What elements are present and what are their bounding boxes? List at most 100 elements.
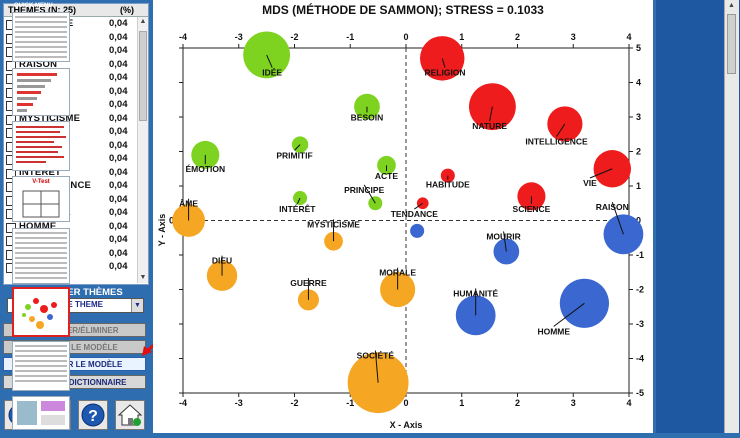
point-label: BESOIN [351, 112, 384, 122]
checkbox[interactable] [6, 114, 16, 125]
x-tick-label: 1 [459, 32, 464, 42]
point-leader-line [489, 106, 493, 122]
theme-percent: 0,04 [109, 234, 128, 245]
y-tick-label: 4 [636, 78, 641, 88]
x-tick-label: 2 [515, 32, 520, 42]
thumbnail-table-2[interactable] [12, 228, 70, 284]
x-tick-label: 1 [459, 398, 464, 408]
y-tick-label: -3 [636, 319, 644, 329]
theme-list-scrollbar[interactable]: ▲ ▼ [137, 17, 148, 283]
scrollbar-thumb[interactable] [139, 31, 147, 121]
theme-percent: 0,04 [109, 166, 128, 178]
point-label: SCIENCE [513, 204, 551, 214]
point-leader-line [556, 123, 566, 137]
point-leader-line [414, 202, 424, 210]
x-tick-label: -3 [235, 398, 243, 408]
scroll-up-arrow-icon[interactable]: ▲ [139, 18, 147, 25]
list-item[interactable]: INTÉRÊT 0,04 [4, 167, 138, 180]
thumbnail-table-1[interactable] [12, 12, 70, 62]
y-tick-label: 0 [169, 216, 174, 226]
theme-percent: 0,04 [109, 72, 128, 83]
theme-percent: 0,04 [109, 58, 128, 70]
y-tick-label: 5 [636, 43, 641, 53]
quick-menu-scrollbar[interactable]: ▲ [724, 0, 739, 433]
point-leader-line [503, 231, 507, 252]
point-label: SOCIÉTÉ [357, 351, 395, 361]
checkbox[interactable] [6, 60, 16, 71]
x-tick-label: 4 [626, 32, 631, 42]
point-label: MYSTICISME [307, 219, 360, 229]
theme-label: INTÉRÊT [19, 166, 62, 178]
point-leader-line [611, 201, 624, 235]
thumbnail-table-3[interactable] [12, 341, 70, 391]
list-item[interactable]: RAISON 0,04 [4, 59, 138, 72]
chevron-down-icon[interactable]: ▼ [131, 299, 143, 312]
point-leader-line [374, 350, 379, 383]
scroll-down-arrow-icon[interactable]: ▼ [139, 274, 147, 281]
scrollbar-thumb[interactable] [727, 14, 736, 74]
point-label: MOURIR [486, 231, 520, 241]
theme-label: HOMME [19, 220, 57, 232]
point-leader-line [589, 168, 613, 179]
theme-percent: 0,04 [109, 220, 128, 232]
y-tick-label: 3 [636, 112, 641, 122]
home-button[interactable] [115, 400, 145, 430]
point-label: TENDANCE [391, 209, 439, 219]
point-label: HUMANITÉ [453, 288, 498, 298]
point-label: ÉMOTION [185, 164, 225, 174]
point-label: PRINCIPE [344, 185, 384, 195]
thumbnail-vtest[interactable]: V-Test [12, 176, 70, 222]
point-label: HABITUDE [426, 180, 470, 190]
point-leader-line [266, 54, 273, 68]
help-icon: ? [81, 403, 105, 427]
point-label: MORALE [379, 268, 416, 278]
theme-percent: 0,04 [109, 31, 128, 43]
help-button[interactable]: ? [78, 400, 108, 430]
point-leader-line [294, 144, 301, 151]
thumbnail-bar-chart[interactable] [12, 68, 70, 116]
theme-percent: 0,04 [109, 112, 128, 124]
point-leader-line [296, 197, 301, 205]
point-label: RAISON [596, 202, 629, 212]
point-label: INTÉRÊT [279, 203, 316, 214]
thumbnail-image[interactable] [12, 396, 70, 430]
y-tick-label: -1 [636, 250, 644, 260]
scroll-up-arrow-icon[interactable]: ▲ [728, 2, 735, 9]
theme-percent: 0,04 [109, 139, 128, 151]
y-tick-label: -2 [636, 285, 644, 295]
y-tick-label: -5 [636, 388, 644, 398]
chart-title: MDS (MÉTHODE DE SAMMON); STRESS = 0.1033 [262, 2, 544, 17]
x-tick-label: 0 [403, 32, 408, 42]
theme-percent: 0,04 [109, 99, 128, 110]
point-label: VIE [583, 178, 597, 188]
theme-percent: 0,04 [109, 180, 128, 191]
theme-percent: 0,04 [109, 126, 128, 137]
y-axis-label: Y - Axis [157, 214, 167, 247]
chart-svg: MDS (MÉTHODE DE SAMMON); STRESS = 0.1033… [157, 2, 644, 430]
svg-text:?: ? [88, 408, 98, 425]
y-tick-label: 0 [636, 216, 641, 226]
point-leader-line [363, 184, 376, 204]
y-tick-label: 1 [636, 181, 641, 191]
point-label: ÂME [179, 198, 198, 209]
theme-percent: 0,04 [109, 153, 128, 164]
point-label: DIEU [212, 256, 232, 266]
thumbnail-vtest-label: V-Test [32, 179, 50, 185]
theme-label: MYSTICISME [19, 112, 81, 124]
y-tick-label: -4 [636, 354, 644, 364]
x-tick-label: 2 [515, 398, 520, 408]
list-item[interactable]: HOMME 0,04 [4, 221, 138, 234]
x-tick-label: -1 [346, 398, 354, 408]
theme-list-header-pct: (%) [120, 5, 134, 15]
list-item[interactable]: MYSTICISME 0,04 [4, 113, 138, 126]
x-tick-label: 0 [403, 398, 408, 408]
theme-percent: 0,04 [109, 247, 128, 259]
theme-list-header-label: THEMES (N: 25) [8, 5, 77, 15]
thumbnail-text-report[interactable] [12, 121, 70, 171]
x-tick-label: 4 [626, 398, 631, 408]
checkbox[interactable] [6, 168, 16, 179]
theme-percent: 0,04 [109, 85, 128, 97]
point-label: NATURE [472, 121, 507, 131]
thumbnail-mds-selected[interactable] [12, 287, 70, 337]
checkbox[interactable] [6, 222, 16, 233]
